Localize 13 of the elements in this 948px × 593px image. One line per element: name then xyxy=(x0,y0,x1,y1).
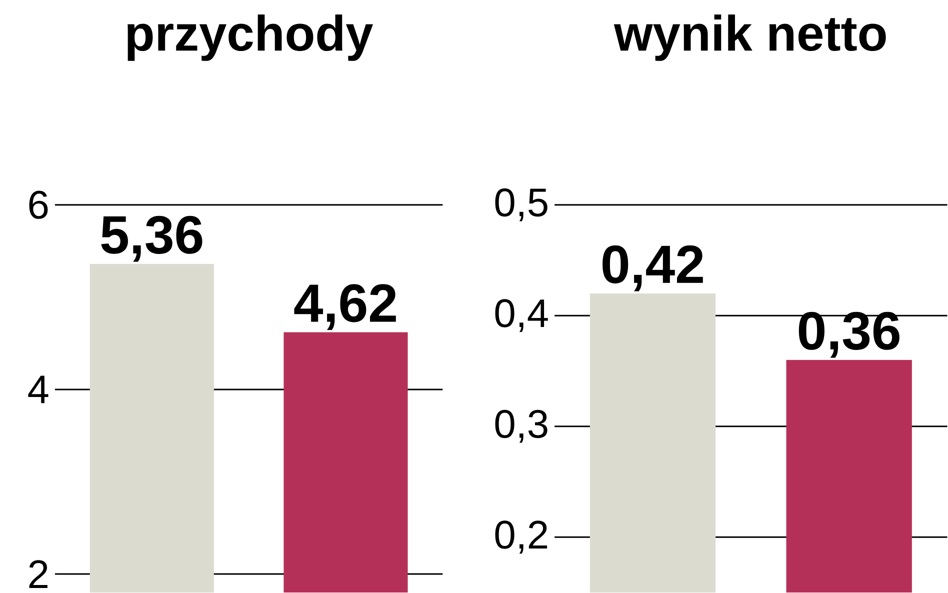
data-label: 0,36 xyxy=(798,312,900,358)
data-label: 5,36 xyxy=(101,216,202,262)
y-tick-label: 0,4 xyxy=(495,299,548,332)
data-label: 0,42 xyxy=(602,246,703,292)
y-tick-label: 0,5 xyxy=(495,188,548,222)
y-tick-label: 2 xyxy=(29,560,48,588)
chart-title: wynik netto xyxy=(614,14,886,62)
y-tick-label: 6 xyxy=(29,190,48,220)
y-tick-label: 0,2 xyxy=(495,520,548,554)
chart-title: przychody xyxy=(128,14,374,62)
data-label: 4,62 xyxy=(294,284,396,330)
y-tick-label: 4 xyxy=(28,376,48,404)
y-tick-label: 0,3 xyxy=(495,410,548,444)
